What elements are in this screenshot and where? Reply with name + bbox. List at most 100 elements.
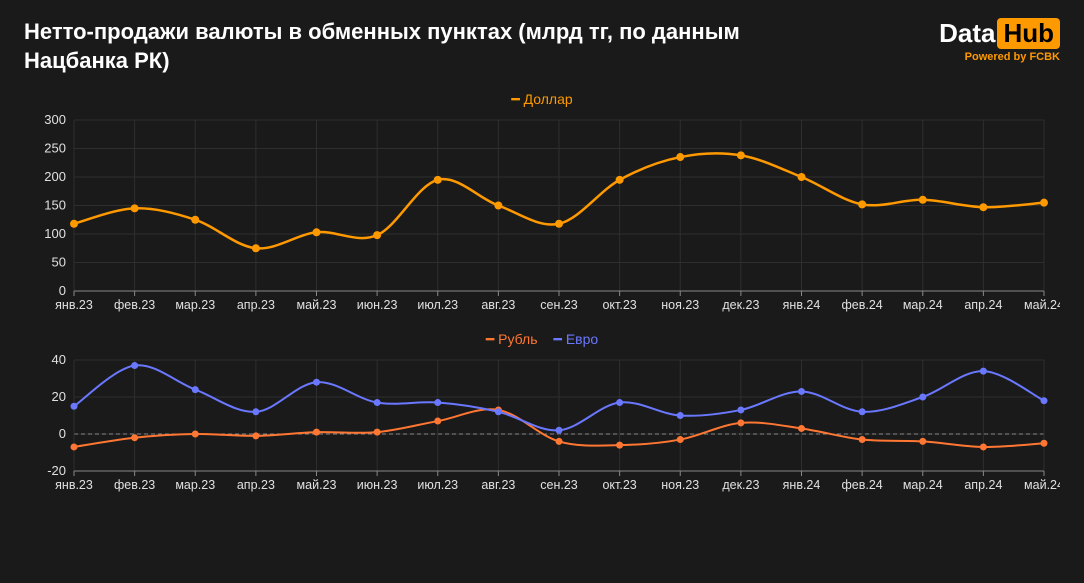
data-point xyxy=(494,202,502,210)
data-point xyxy=(1040,199,1048,207)
svg-text:янв.24: янв.24 xyxy=(783,298,821,312)
data-point xyxy=(1041,440,1048,447)
data-point xyxy=(373,231,381,239)
data-point xyxy=(131,362,138,369)
data-point xyxy=(192,386,199,393)
svg-text:20: 20 xyxy=(52,389,66,404)
svg-text:-20: -20 xyxy=(47,463,66,478)
data-point xyxy=(71,444,78,451)
svg-text:июл.23: июл.23 xyxy=(417,478,458,492)
svg-text:ноя.23: ноя.23 xyxy=(661,478,699,492)
chart-bottom: -2002040янв.23фев.23мар.23апр.23май.23ию… xyxy=(24,352,1060,497)
svg-text:май.23: май.23 xyxy=(297,298,337,312)
svg-text:сен.23: сен.23 xyxy=(540,298,578,312)
svg-text:апр.23: апр.23 xyxy=(237,478,275,492)
svg-text:окт.23: окт.23 xyxy=(602,478,636,492)
svg-text:май.23: май.23 xyxy=(297,478,337,492)
svg-text:апр.24: апр.24 xyxy=(964,478,1002,492)
data-point xyxy=(616,399,623,406)
data-point xyxy=(374,429,381,436)
svg-text:июн.23: июн.23 xyxy=(357,298,398,312)
svg-text:окт.23: окт.23 xyxy=(602,298,636,312)
svg-text:дек.23: дек.23 xyxy=(722,478,759,492)
svg-text:250: 250 xyxy=(44,141,66,156)
svg-text:100: 100 xyxy=(44,226,66,241)
data-point xyxy=(71,403,78,410)
legend-item: ━ Рубль xyxy=(486,331,538,347)
data-point xyxy=(616,442,623,449)
data-point xyxy=(919,196,927,204)
chart-top: 0 50 100 150 200 250 300 янв.23 фев.23 мар.23 апр.… xyxy=(24,112,1060,317)
data-point xyxy=(858,201,866,209)
svg-text:май.24: май.24 xyxy=(1024,298,1060,312)
svg-text:авг.23: авг.23 xyxy=(481,298,515,312)
data-point xyxy=(677,436,684,443)
data-point xyxy=(980,444,987,451)
data-point xyxy=(1041,397,1048,404)
legend-top: ━ Доллар xyxy=(24,91,1060,108)
svg-text:фев.23: фев.23 xyxy=(114,298,155,312)
data-point xyxy=(313,379,320,386)
data-point xyxy=(737,407,744,414)
svg-text:300: 300 xyxy=(44,112,66,127)
data-point xyxy=(495,408,502,415)
legend-item: ━ Доллар xyxy=(511,91,572,107)
svg-text:0: 0 xyxy=(59,426,66,441)
data-point xyxy=(919,394,926,401)
header: Нетто-продажи валюты в обменных пунктах … xyxy=(0,0,1084,85)
data-point xyxy=(191,216,199,224)
data-point xyxy=(313,228,321,236)
data-point xyxy=(798,425,805,432)
chart-top-svg: 0 50 100 150 200 250 300 янв.23 фев.23 мар.23 апр.… xyxy=(24,112,1060,317)
data-point xyxy=(859,408,866,415)
data-point xyxy=(737,152,745,160)
svg-text:0: 0 xyxy=(59,283,66,298)
svg-text:июн.23: июн.23 xyxy=(357,478,398,492)
svg-text:дек.23: дек.23 xyxy=(722,298,759,312)
svg-text:май.24: май.24 xyxy=(1024,478,1060,492)
svg-text:200: 200 xyxy=(44,169,66,184)
svg-text:фев.24: фев.24 xyxy=(841,478,882,492)
logo-left: Data xyxy=(939,18,995,49)
legend-bottom: ━ Рубль ━ Евро xyxy=(24,331,1060,348)
legend-item: ━ Евро xyxy=(554,331,599,347)
data-point xyxy=(798,388,805,395)
svg-text:фев.23: фев.23 xyxy=(114,478,155,492)
data-point xyxy=(676,153,684,161)
data-point xyxy=(980,368,987,375)
data-point xyxy=(252,433,259,440)
data-point xyxy=(313,429,320,436)
svg-text:мар.23: мар.23 xyxy=(175,298,215,312)
data-point xyxy=(434,418,441,425)
data-point xyxy=(192,431,199,438)
data-point xyxy=(131,434,138,441)
svg-text:апр.23: апр.23 xyxy=(237,298,275,312)
logo: Data Hub Powered by FCBK xyxy=(939,18,1060,63)
data-point xyxy=(434,399,441,406)
data-point xyxy=(556,427,563,434)
page-title: Нетто-продажи валюты в обменных пунктах … xyxy=(24,18,784,75)
svg-text:июл.23: июл.23 xyxy=(417,298,458,312)
data-point xyxy=(252,244,260,252)
svg-text:фев.24: фев.24 xyxy=(841,298,882,312)
svg-text:50: 50 xyxy=(52,255,66,270)
svg-text:сен.23: сен.23 xyxy=(540,478,578,492)
data-point xyxy=(677,412,684,419)
data-point xyxy=(131,205,139,213)
data-point xyxy=(737,420,744,427)
svg-text:апр.24: апр.24 xyxy=(964,298,1002,312)
svg-text:янв.23: янв.23 xyxy=(55,298,93,312)
svg-text:мар.24: мар.24 xyxy=(903,298,943,312)
svg-text:150: 150 xyxy=(44,198,66,213)
data-point xyxy=(919,438,926,445)
logo-subtitle: Powered by FCBK xyxy=(939,51,1060,63)
svg-text:янв.24: янв.24 xyxy=(783,478,821,492)
svg-text:авг.23: авг.23 xyxy=(481,478,515,492)
data-point xyxy=(70,220,78,228)
data-point xyxy=(979,203,987,211)
svg-text:40: 40 xyxy=(52,352,66,367)
data-point xyxy=(556,438,563,445)
data-point xyxy=(555,220,563,228)
chart-area: ━ Доллар 050100150200250300янв.23фев.23м… xyxy=(0,91,1084,497)
data-point xyxy=(798,173,806,181)
